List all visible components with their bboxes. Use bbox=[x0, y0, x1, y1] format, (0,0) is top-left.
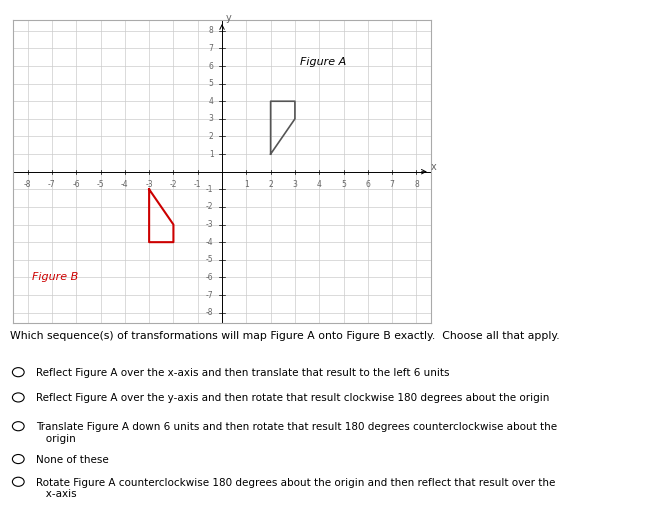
Text: 1: 1 bbox=[209, 149, 214, 159]
Text: Figure A: Figure A bbox=[300, 58, 346, 68]
Text: -1: -1 bbox=[206, 185, 214, 194]
Text: 4: 4 bbox=[317, 180, 322, 189]
Text: 5: 5 bbox=[209, 79, 214, 88]
Text: -5: -5 bbox=[97, 180, 104, 189]
Text: -3: -3 bbox=[206, 220, 214, 229]
Text: Translate Figure A down 6 units and then rotate that result 180 degrees counterc: Translate Figure A down 6 units and then… bbox=[36, 422, 557, 444]
Text: 2: 2 bbox=[268, 180, 273, 189]
Text: Reflect Figure A over the x-axis and then translate that result to the left 6 un: Reflect Figure A over the x-axis and the… bbox=[36, 368, 449, 378]
Text: -6: -6 bbox=[206, 273, 214, 282]
Text: 6: 6 bbox=[366, 180, 370, 189]
Text: y: y bbox=[225, 14, 231, 23]
Text: -8: -8 bbox=[206, 308, 214, 317]
Text: 8: 8 bbox=[414, 180, 419, 189]
Text: 3: 3 bbox=[209, 114, 214, 123]
Text: -6: -6 bbox=[72, 180, 80, 189]
Text: -4: -4 bbox=[206, 238, 214, 246]
Text: 2: 2 bbox=[209, 132, 214, 141]
Text: 1: 1 bbox=[244, 180, 249, 189]
Text: None of these: None of these bbox=[36, 455, 108, 465]
Text: 7: 7 bbox=[209, 44, 214, 53]
Text: -3: -3 bbox=[146, 180, 153, 189]
Text: 8: 8 bbox=[209, 26, 214, 35]
Text: x: x bbox=[430, 162, 436, 172]
Text: -4: -4 bbox=[121, 180, 129, 189]
Text: 7: 7 bbox=[390, 180, 394, 189]
Text: -8: -8 bbox=[24, 180, 31, 189]
Text: Figure B: Figure B bbox=[33, 272, 79, 282]
Text: Rotate Figure A counterclockwise 180 degrees about the origin and then reflect t: Rotate Figure A counterclockwise 180 deg… bbox=[36, 478, 555, 499]
Text: 5: 5 bbox=[341, 180, 346, 189]
Text: -2: -2 bbox=[206, 203, 214, 212]
Text: 3: 3 bbox=[293, 180, 297, 189]
Text: Reflect Figure A over the y-axis and then rotate that result clockwise 180 degre: Reflect Figure A over the y-axis and the… bbox=[36, 393, 549, 403]
Text: 4: 4 bbox=[209, 97, 214, 106]
Text: -7: -7 bbox=[206, 290, 214, 299]
Text: Which sequence(s) of transformations will map Figure A onto Figure B exactly.  C: Which sequence(s) of transformations wil… bbox=[10, 331, 560, 341]
Text: -1: -1 bbox=[194, 180, 202, 189]
Text: -2: -2 bbox=[170, 180, 177, 189]
Text: -5: -5 bbox=[206, 256, 214, 264]
Text: -7: -7 bbox=[48, 180, 56, 189]
Text: 6: 6 bbox=[209, 62, 214, 71]
